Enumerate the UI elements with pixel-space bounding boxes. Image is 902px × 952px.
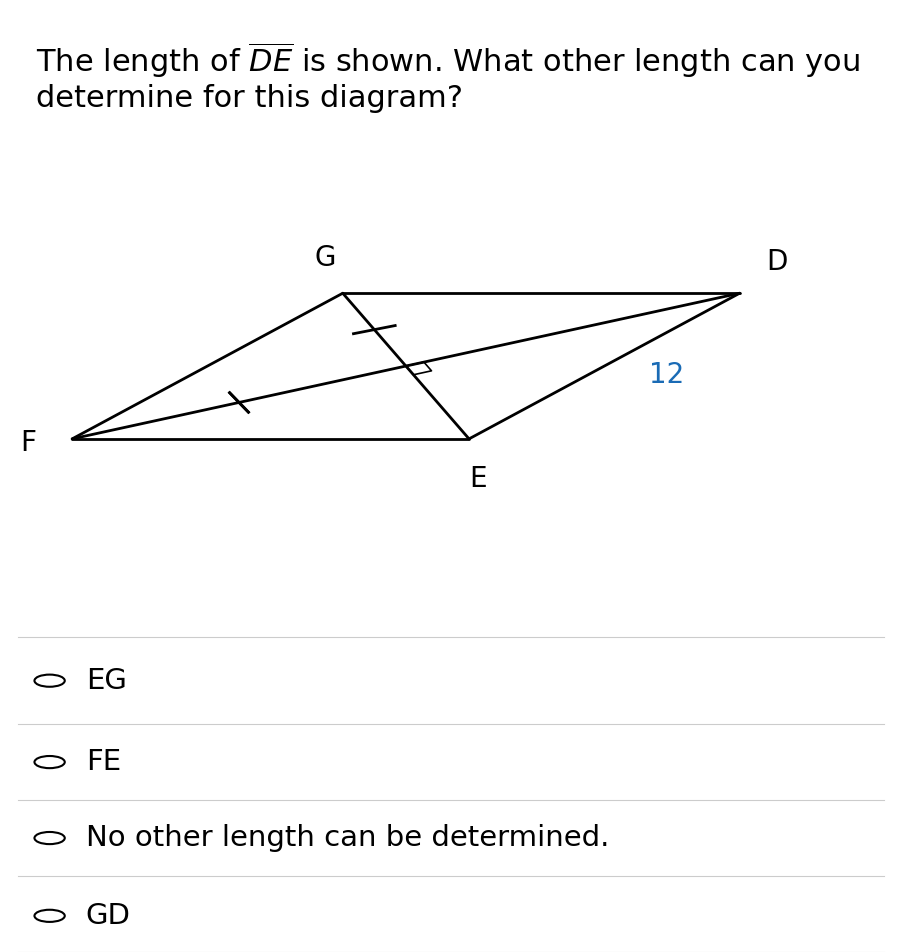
Text: G: G (314, 244, 336, 272)
Text: E: E (469, 465, 487, 492)
Text: No other length can be determined.: No other length can be determined. (86, 824, 609, 852)
Text: The length of $\overline{DE}$ is shown. What other length can you
determine for : The length of $\overline{DE}$ is shown. … (36, 40, 861, 113)
Text: 12: 12 (649, 361, 685, 388)
Text: EG: EG (86, 666, 126, 695)
Text: GD: GD (86, 902, 131, 930)
Text: F: F (20, 429, 36, 457)
Text: D: D (767, 248, 788, 276)
Text: FE: FE (86, 748, 121, 776)
